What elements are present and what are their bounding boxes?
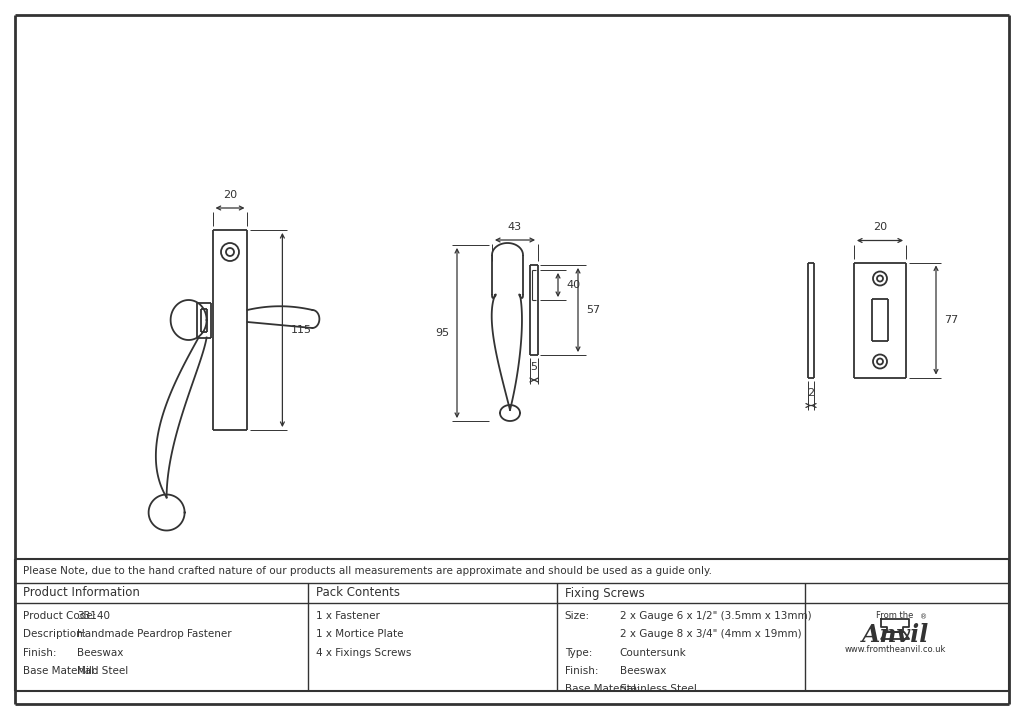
Text: 20: 20	[223, 190, 238, 200]
Text: Size:: Size:	[564, 611, 590, 621]
Text: 4 x Fixings Screws: 4 x Fixings Screws	[316, 648, 412, 658]
Text: 5: 5	[530, 362, 538, 372]
Text: Countersunk: Countersunk	[620, 648, 686, 658]
Text: 77: 77	[944, 315, 958, 325]
Text: Pack Contents: Pack Contents	[316, 587, 400, 600]
Text: Base Material:: Base Material:	[564, 684, 639, 695]
Text: Mild Steel: Mild Steel	[77, 666, 128, 676]
Text: Anvil: Anvil	[861, 623, 929, 647]
Text: From the: From the	[877, 610, 913, 620]
Text: Handmade Peardrop Fastener: Handmade Peardrop Fastener	[77, 629, 231, 639]
Text: 40: 40	[566, 280, 581, 290]
Text: 43: 43	[508, 222, 522, 232]
Text: Description:: Description:	[23, 629, 86, 639]
Text: Beeswax: Beeswax	[77, 648, 123, 658]
Text: 2: 2	[808, 388, 814, 398]
Text: 115: 115	[291, 325, 311, 335]
Text: Finish:: Finish:	[23, 648, 56, 658]
Text: 2 x Gauge 8 x 3/4" (4mm x 19mm): 2 x Gauge 8 x 3/4" (4mm x 19mm)	[620, 629, 802, 639]
Text: Product Information: Product Information	[23, 587, 140, 600]
Text: Fixing Screws: Fixing Screws	[564, 587, 644, 600]
Text: Base Material:: Base Material:	[23, 666, 97, 676]
Text: 57: 57	[586, 305, 600, 315]
Text: 1 x Mortice Plate: 1 x Mortice Plate	[316, 629, 403, 639]
Text: Finish:: Finish:	[564, 666, 598, 676]
Text: Product Code:: Product Code:	[23, 611, 96, 621]
Text: 95: 95	[435, 328, 449, 338]
Text: Type:: Type:	[564, 648, 592, 658]
Text: 1 x Fastener: 1 x Fastener	[316, 611, 380, 621]
Text: 20: 20	[872, 222, 887, 232]
Text: Stainless Steel: Stainless Steel	[620, 684, 696, 695]
Text: www.fromtheanvil.co.uk: www.fromtheanvil.co.uk	[845, 644, 946, 654]
Text: Beeswax: Beeswax	[620, 666, 666, 676]
Text: 2 x Gauge 6 x 1/2" (3.5mm x 13mm): 2 x Gauge 6 x 1/2" (3.5mm x 13mm)	[620, 611, 811, 621]
Text: 33140: 33140	[77, 611, 110, 621]
Text: ®: ®	[920, 614, 927, 620]
Text: Please Note, due to the hand crafted nature of our products all measurements are: Please Note, due to the hand crafted nat…	[23, 566, 712, 576]
